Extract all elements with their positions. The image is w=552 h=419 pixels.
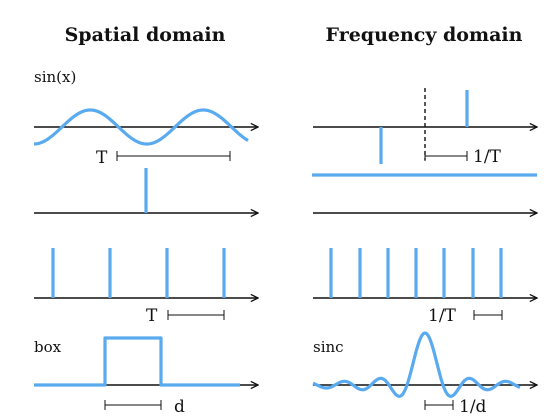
box-width-label: d: [174, 397, 185, 417]
row-impulse: [34, 168, 537, 213]
box-width-measure-bar: [104, 400, 162, 410]
period-label: T: [96, 148, 108, 168]
comb-period-measure-bar: [167, 310, 225, 320]
comb-inverse-period-label: 1/T: [428, 306, 457, 326]
sinc-width-measure-bar: [424, 400, 454, 410]
sinc-function: [312, 331, 521, 398]
spatial-domain-heading: Spatial domain: [65, 24, 226, 46]
row-box-sinc: box d sinc 1/d: [34, 331, 537, 417]
row-comb: T 1/T: [34, 248, 537, 326]
sinc-label: sinc: [313, 338, 344, 356]
sine-wave: [33, 108, 249, 146]
box-function: [34, 336, 240, 387]
row-sine: sin(x) T 1/T: [33, 68, 537, 168]
comb-period-label: T: [146, 306, 158, 326]
inverse-period-measure-bar: [424, 151, 468, 161]
comb-inverse-period-measure-bar: [473, 310, 503, 320]
spatial-comb: [51, 248, 226, 298]
frequency-domain-heading: Frequency domain: [326, 24, 523, 46]
frequency-comb: [329, 248, 503, 298]
period-measure-bar: [116, 151, 231, 161]
inverse-period-label: 1/T: [473, 147, 502, 167]
sinc-width-label: 1/d: [459, 397, 487, 417]
sine-label: sin(x): [34, 68, 76, 86]
box-label: box: [34, 338, 62, 356]
